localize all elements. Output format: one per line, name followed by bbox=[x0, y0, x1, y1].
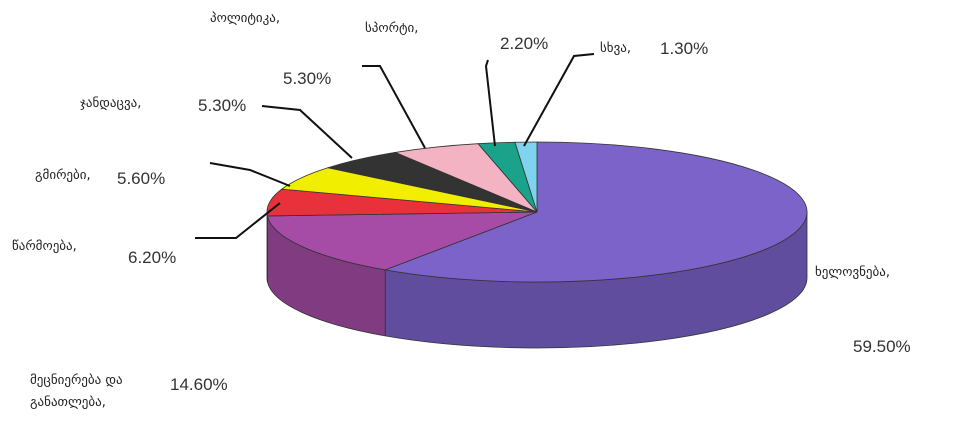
category-label: წარმოება, bbox=[12, 239, 77, 254]
category-label: მეცნიერება და განათლება, bbox=[30, 373, 123, 410]
leader-line bbox=[261, 105, 353, 159]
slice bbox=[383, 141, 808, 283]
leader-line bbox=[362, 65, 426, 149]
category-label: პოლიტიკა, bbox=[210, 11, 280, 26]
value-label: 6.20% bbox=[128, 248, 177, 267]
value-label: 59.50% bbox=[853, 337, 911, 356]
value-label: 2.20% bbox=[500, 34, 549, 53]
value-label: 5.30% bbox=[283, 69, 332, 88]
leader-line bbox=[523, 53, 595, 147]
leader-line bbox=[195, 202, 281, 239]
value-label: 14.60% bbox=[170, 375, 228, 394]
category-label: ჯანდაცვა, bbox=[80, 96, 142, 111]
category-label: ხელოვნება, bbox=[815, 265, 890, 280]
value-label: 1.30% bbox=[660, 39, 709, 58]
slice bbox=[266, 211, 538, 271]
value-label: 5.60% bbox=[117, 169, 166, 188]
leader-line bbox=[484, 59, 496, 147]
category-label: სპორტი, bbox=[365, 21, 419, 36]
category-label: სხვა, bbox=[600, 41, 631, 56]
category-label: გმირები, bbox=[35, 168, 91, 183]
leader-line bbox=[209, 162, 291, 187]
value-label: 5.30% bbox=[198, 96, 247, 115]
